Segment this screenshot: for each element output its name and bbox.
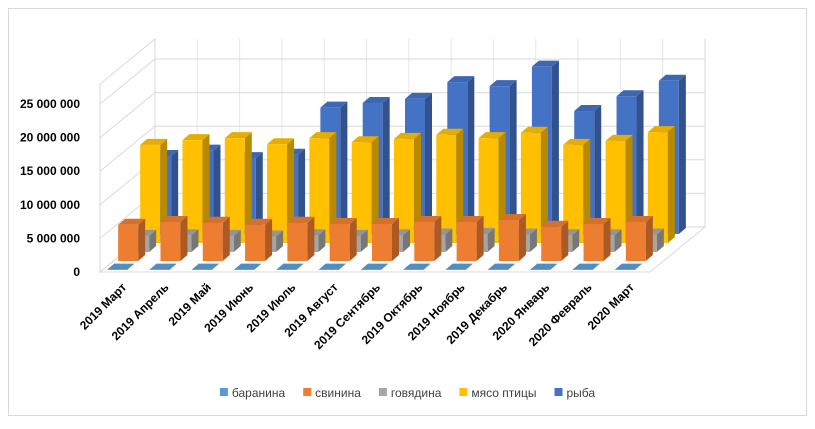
bar-group [118, 219, 145, 261]
bar-side [604, 218, 611, 261]
bar-group [414, 216, 441, 261]
bar-side [477, 216, 484, 261]
bar-side [392, 218, 399, 261]
bar [372, 224, 392, 261]
bar [457, 222, 477, 261]
y-tick-label: 5 000 000 [27, 231, 81, 245]
bar-side [561, 221, 568, 261]
bar-side [668, 126, 675, 243]
bar [626, 222, 646, 261]
bar-side [180, 216, 187, 261]
bar-side [340, 102, 347, 234]
bar-side [552, 61, 559, 234]
y-tick-label: 25 000 000 [20, 97, 80, 111]
bar-side [350, 218, 357, 261]
legend-label: рыба [567, 386, 596, 400]
bar-side [307, 217, 314, 261]
bar-side [467, 76, 474, 234]
bar-side [679, 75, 686, 234]
bar-side [510, 80, 517, 234]
bar-side [138, 219, 145, 261]
legend-swatch [379, 388, 387, 396]
bar-group [245, 219, 272, 261]
bar [118, 225, 138, 261]
legend-swatch [220, 388, 228, 396]
bar [160, 222, 180, 261]
legend-label: баранина [232, 386, 286, 400]
bar-group [457, 216, 484, 261]
bar-side [637, 90, 644, 234]
bar-side [383, 97, 390, 234]
legend-swatch [459, 388, 467, 396]
legend-swatch [555, 388, 563, 396]
bar-side [425, 93, 432, 234]
bar-group [541, 221, 568, 261]
legend-swatch [303, 388, 311, 396]
bar-group [160, 216, 187, 261]
bar-group [203, 217, 230, 261]
bar [330, 224, 350, 261]
y-tick-label: 15 000 000 [20, 164, 80, 178]
bar [287, 223, 307, 261]
legend-label: мясо птицы [471, 386, 536, 400]
bar-group [584, 218, 611, 261]
bar-side [646, 216, 653, 261]
bar-group [287, 217, 314, 261]
bar-group [372, 218, 399, 261]
legend-label: свинина [315, 386, 361, 400]
bar-group [626, 216, 653, 261]
bar-side [265, 219, 272, 261]
bar [414, 222, 434, 261]
bar [245, 225, 265, 261]
bar-side [594, 105, 601, 234]
bar [203, 223, 223, 261]
y-tick-label: 10 000 000 [20, 198, 80, 212]
bar-group [499, 214, 526, 261]
y-tick-label: 20 000 000 [20, 131, 80, 145]
bar-side [223, 217, 230, 261]
bar [499, 220, 519, 261]
bar [541, 227, 561, 261]
y-tick-label: 0 [73, 265, 80, 279]
legend-item: мясо птицы [459, 386, 536, 400]
bar [584, 224, 604, 261]
legend-label: говядина [391, 386, 442, 400]
bar-group [330, 218, 357, 261]
bar-side [519, 214, 526, 261]
bar-side [434, 216, 441, 261]
